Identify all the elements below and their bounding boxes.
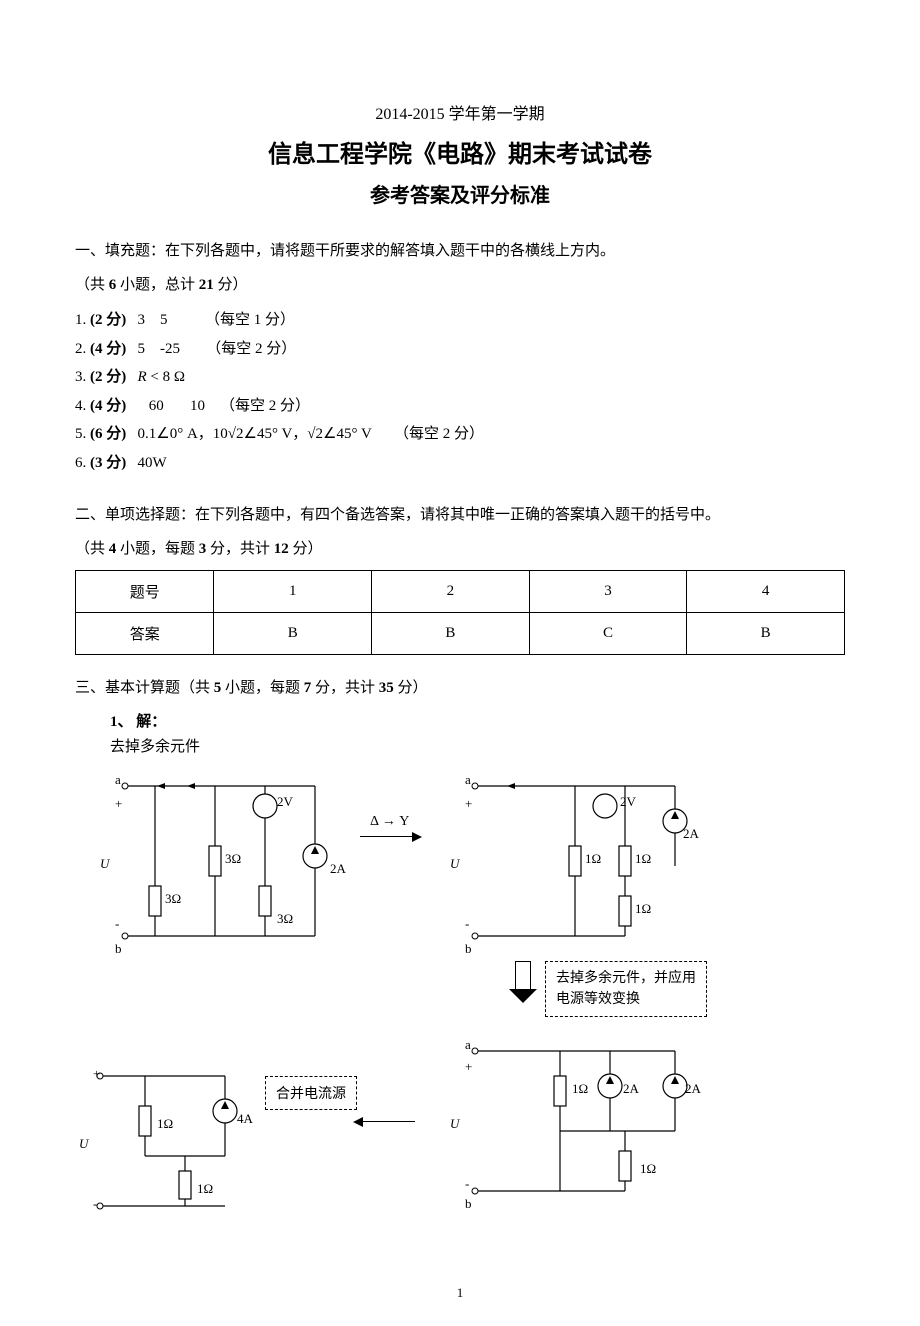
r-label: 3Ω — [225, 851, 241, 867]
r-label: 1Ω — [585, 851, 601, 867]
left-arrow — [355, 1121, 415, 1122]
q3-1-step: 去掉多余元件 — [110, 735, 845, 756]
table-row: 答案 B B C B — [76, 613, 845, 655]
r-label: 1Ω — [157, 1116, 173, 1132]
mc-answer-table: 题号 1 2 3 4 答案 B B C B — [75, 570, 845, 655]
semester-line: 2014-2015 学年第一学期 — [75, 100, 845, 124]
plus-sign: + — [115, 796, 122, 812]
terminal-b: b — [115, 941, 122, 957]
row-label: 答案 — [76, 613, 214, 655]
terminal-a: a — [115, 772, 121, 788]
vsrc-label: 2V — [277, 794, 293, 810]
isrc-label: 2A — [683, 826, 699, 842]
minus-sign: - — [465, 916, 469, 932]
minus-sign: - — [115, 916, 119, 932]
minus-sign: - — [93, 1196, 97, 1212]
doc-subtitle: 参考答案及评分标准 — [75, 179, 845, 208]
u-label: U — [450, 1116, 459, 1132]
circuit-3 — [445, 1031, 705, 1216]
section1-sub: （共 6 小题，总计 21 分） — [75, 273, 845, 294]
r-label: 3Ω — [277, 911, 293, 927]
section2-sub: （共 4 小题，每题 3 分，共计 12 分） — [75, 537, 845, 558]
circuit-2 — [445, 766, 705, 966]
table-row: 题号 1 2 3 4 — [76, 571, 845, 613]
isrc-label: 2A — [685, 1081, 701, 1097]
col-num: 3 — [529, 571, 687, 613]
q1-1: 1. (2 分) 3 5 （每空 1 分） — [75, 306, 845, 335]
terminal-a: a — [465, 1037, 471, 1053]
delta-y-label: Δ → Y — [370, 814, 409, 830]
u-label: U — [450, 856, 459, 872]
q3-1-label: 1、 解： — [110, 710, 845, 731]
r-label: 1Ω — [635, 851, 651, 867]
plus-sign: + — [465, 796, 472, 812]
section3-heading: 三、基本计算题（共 5 小题，每题 7 分，共计 35 分） — [75, 675, 845, 702]
minus-sign: - — [465, 1176, 469, 1192]
answer-cell: B — [687, 613, 845, 655]
q1-3: 3. (2 分) R < 8 Ω — [75, 363, 845, 392]
section1-heading: 一、填充题：在下列各题中，请将题干所要求的解答填入题干中的各横线上方内。 — [75, 238, 845, 265]
r-label: 3Ω — [165, 891, 181, 907]
answer-cell: C — [529, 613, 687, 655]
u-label: U — [79, 1136, 88, 1152]
vsrc-label: 2V — [620, 794, 636, 810]
plus-sign: + — [93, 1066, 100, 1082]
section2-heading: 二、单项选择题：在下列各题中，有四个备选答案，请将其中唯一正确的答案填入题干的括… — [75, 502, 845, 529]
doc-header: 2014-2015 学年第一学期 信息工程学院《电路》期末考试试卷 参考答案及评… — [75, 100, 845, 208]
annotation-box-2: 合并电流源 — [265, 1076, 357, 1110]
isrc-label: 4A — [237, 1111, 253, 1127]
transform-arrow — [360, 836, 420, 837]
answer-cell: B — [214, 613, 372, 655]
r-label: 1Ω — [640, 1161, 656, 1177]
circuit-4 — [75, 1056, 275, 1231]
terminal-a: a — [465, 772, 471, 788]
col-num: 2 — [372, 571, 530, 613]
q1-4: 4. (4 分) 60 10 （每空 2 分） — [75, 392, 845, 421]
col-num: 1 — [214, 571, 372, 613]
isrc-label: 2A — [330, 861, 346, 877]
annotation-box-1: 去掉多余元件，并应用电源等效变换 — [545, 961, 707, 1017]
terminal-b: b — [465, 1196, 472, 1212]
plus-sign: + — [465, 1059, 472, 1075]
q1-5: 5. (6 分) 0.1∠0° A，10√2∠45° V，√2∠45° V （每… — [75, 420, 845, 449]
u-label: U — [100, 856, 109, 872]
q1-2: 2. (4 分) 5 -25 （每空 2 分） — [75, 335, 845, 364]
col-num: 4 — [687, 571, 845, 613]
isrc-label: 2A — [623, 1081, 639, 1097]
r-label: 1Ω — [572, 1081, 588, 1097]
r-label: 1Ω — [635, 901, 651, 917]
row-label: 题号 — [76, 571, 214, 613]
circuit-1 — [95, 766, 345, 966]
doc-title: 信息工程学院《电路》期末考试试卷 — [75, 134, 845, 169]
r-label: 1Ω — [197, 1181, 213, 1197]
circuit-diagrams: a b + - U 2V 3Ω 3Ω 3Ω 2A Δ → Y a b + - U… — [75, 766, 845, 1286]
q1-6: 6. (3 分) 40W — [75, 449, 845, 478]
page-number: 1 — [0, 1285, 920, 1301]
down-arrow — [515, 961, 537, 1003]
terminal-b: b — [465, 941, 472, 957]
answer-cell: B — [372, 613, 530, 655]
